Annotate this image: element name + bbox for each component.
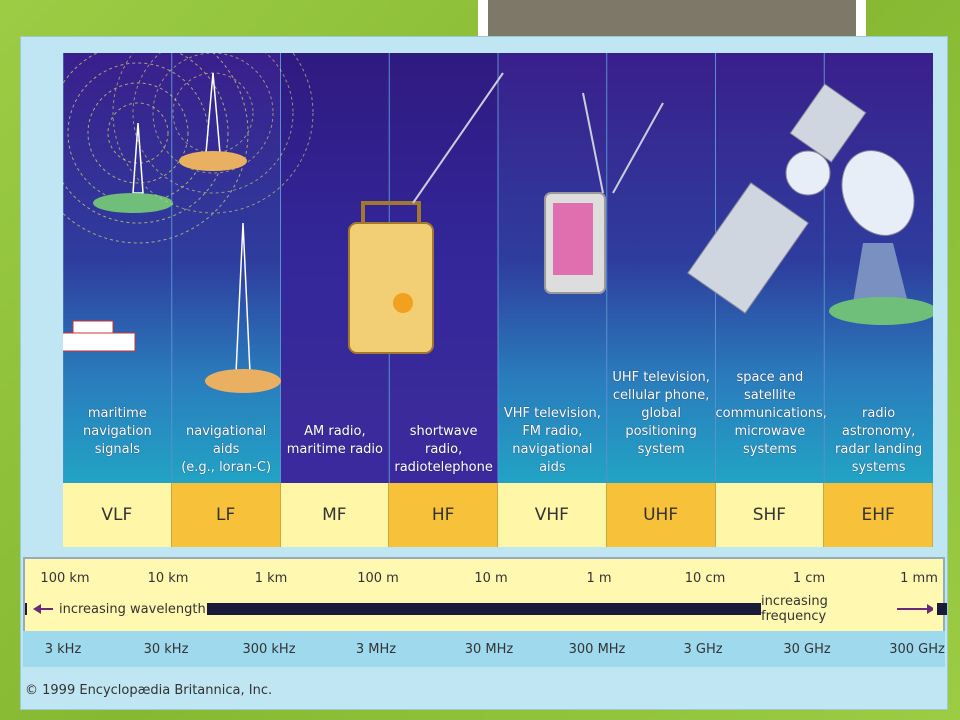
band-background-uhf [606,53,716,517]
radio-icon [348,222,434,354]
band-abbr-ehf: EHF [824,483,933,547]
band-abbr-vhf: VHF [498,483,607,547]
wavelength-tick-label: 1 cm [792,571,826,586]
radio-wave-arc [152,53,274,174]
radio-handle-icon [361,201,421,223]
left-arrow-icon [33,604,53,614]
wavelength-arrow-label: increasing wavelength [59,601,206,617]
tv-antenna2-icon [612,102,664,194]
frequency-tick-label: 300 kHz [242,642,296,657]
frequency-row: 3 kHz 30 kHz 300 kHz 3 MHz 30 MHz 300 MHz 3 GH… [23,631,945,667]
ship-cabin-icon [72,320,114,334]
wavelength-tick-label: 1 mm [900,571,938,586]
wavelength-tick-label: 10 km [147,571,189,586]
frequency-tick-label: 3 kHz [44,642,82,657]
wavelength-row: 100 km 10 km 1 km 100 m 10 m 1 m 10 cm 1 cm 1 mm [25,563,947,591]
frequency-tick-label: 3 GHz [683,642,723,657]
ship-hull-icon [63,332,136,352]
band-use-mf: AM radio, maritime radio [286,424,383,457]
band-abbr-lf: LF [171,483,281,547]
wavelength-tick-label: 100 km [40,571,90,586]
radio-wave-arc [63,53,229,224]
band-use-hf: shortwave radio, radiotelephone [394,424,493,475]
frequency-arrow: increasing frequency [761,594,937,624]
frequency-tick-label: 30 kHz [143,642,189,657]
band-background-vlf [63,53,172,517]
wavelength-tick-label: 1 m [586,571,612,586]
spectrum-figure: maritime navigation signals navigational … [20,36,948,710]
tv-screen-icon [553,203,593,275]
vlf-tower-icon [132,122,144,194]
band-background-lf [171,53,281,517]
radio-antenna-icon [412,72,504,204]
wavelength-tick-label: 1 km [254,571,288,586]
band-use-shf: space and satellite communications, micr… [715,370,827,457]
radio-wave-arc [87,82,189,184]
lf-island2-icon [205,369,281,393]
wavelength-tick-label: 10 cm [684,571,726,586]
top-panel [488,0,856,36]
band-area: maritime navigation signals navigational … [63,53,933,517]
lf-island-icon [179,151,247,171]
wavelength-tick-label: 10 m [474,571,508,586]
band-abbr-shf: SHF [715,483,825,547]
radio-wave-arc [107,102,169,164]
vlf-island-icon [93,193,173,213]
tv-antenna-icon [582,92,604,194]
band-abbr-vlf: VLF [63,483,172,547]
frequency-tick-label: 30 MHz [464,642,514,657]
frequency-tick-label: 300 GHz [889,642,945,657]
radio-wave-arc [132,53,294,194]
frequency-tick-label: 30 GHz [783,642,831,657]
frequency-tick-label: 3 MHz [355,642,397,657]
copyright-notice: © 1999 Encyclopædia Britannica, Inc. [25,683,273,698]
frequency-arrow-label: increasing frequency [761,594,828,624]
right-arrow-icon [896,604,933,614]
band-use-lf: navigational aids (e.g., loran-C) [181,424,272,475]
band-abbr-mf: MF [280,483,390,547]
band-abbr-hf: HF [389,483,498,547]
band-abbr-uhf: UHF [606,483,716,547]
satellite-panel-icon [687,182,809,314]
radio-wave-arc [112,53,314,214]
band-illustrations [63,53,933,517]
band-use-vhf: VHF television, FM radio, navigational a… [503,406,601,475]
radio-speaker-icon [393,293,413,313]
band-use-uhf: UHF television, cellular phone, global p… [612,370,710,457]
band-use-vlf: maritime navigation signals [83,406,152,457]
wavelength-tick-label: 100 m [357,571,399,586]
ehf-island-icon [829,297,933,325]
satellite-panel2-icon [789,83,867,163]
band-abbreviation-row: VLF LF MF HF VHF UHF SHF EHF [63,483,933,547]
satellite-body-icon [785,150,831,196]
radar-dish-icon [841,150,915,236]
radar-mount-icon [853,243,908,303]
wavelength-arrow: increasing wavelength [27,595,207,623]
band-use-ehf: radio astronomy, radar landing systems [835,406,923,475]
frequency-tick-label: 300 MHz [568,642,626,657]
spectrum-bar [25,603,947,615]
